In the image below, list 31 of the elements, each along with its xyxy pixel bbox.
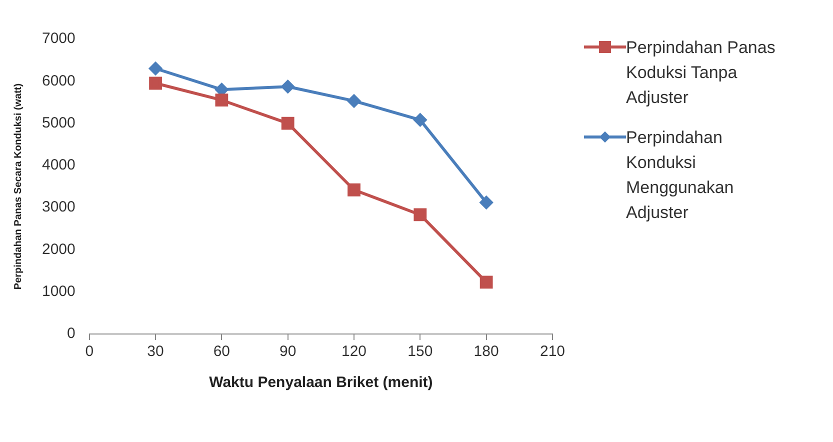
legend-label: Perpindahan Panas Koduksi Tanpa Adjuster bbox=[626, 37, 776, 109]
y-tick-label: 6000 bbox=[42, 72, 76, 90]
y-tick-label: 7000 bbox=[42, 30, 76, 48]
point bbox=[149, 76, 162, 90]
x-axis-title: Waktu Penyalaan Briket (menit) bbox=[209, 374, 433, 392]
point bbox=[149, 62, 162, 75]
point bbox=[414, 208, 427, 222]
y-tick-label: 4000 bbox=[42, 156, 76, 174]
point bbox=[281, 80, 294, 94]
y-tick-label: 1000 bbox=[42, 283, 76, 300]
x-tick-label: 120 bbox=[341, 343, 367, 360]
point bbox=[480, 196, 493, 210]
y-tick-label: 3000 bbox=[42, 198, 76, 216]
legend-label: Perpindahan Konduksi Menggunakan Adjuster bbox=[626, 127, 735, 224]
x-tick-label: 150 bbox=[408, 343, 433, 360]
y-axis-title: Perpindahan Panas Secara Konduksi (watt) bbox=[12, 83, 24, 290]
point bbox=[480, 276, 493, 289]
x-tick-label: 90 bbox=[280, 343, 296, 360]
point bbox=[348, 94, 361, 108]
point bbox=[215, 94, 228, 107]
x-tick-label: 180 bbox=[474, 343, 499, 360]
x-tick-label: 30 bbox=[147, 343, 164, 360]
point bbox=[348, 183, 360, 196]
y-tick-label: 2000 bbox=[42, 240, 76, 258]
x-tick-label: 60 bbox=[213, 343, 230, 360]
y-tick-label: 5000 bbox=[42, 114, 76, 132]
y-tick-label: 0 bbox=[67, 325, 76, 342]
x-tick-label: 0 bbox=[85, 343, 94, 360]
point bbox=[414, 113, 427, 126]
x-tick-label: 210 bbox=[540, 343, 565, 360]
point bbox=[281, 116, 294, 130]
